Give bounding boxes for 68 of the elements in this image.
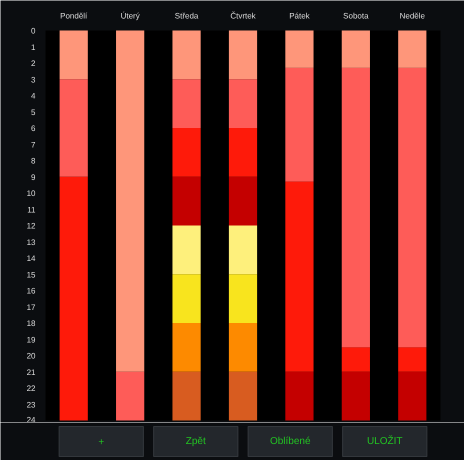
y-tick-label: 1 <box>31 42 36 52</box>
bar <box>228 128 258 177</box>
y-tick-label: 7 <box>31 140 36 150</box>
bar <box>398 68 426 348</box>
bar <box>228 274 258 323</box>
text: ULOŽIT <box>366 435 403 447</box>
bar <box>172 79 201 128</box>
text: + <box>98 437 104 448</box>
x-tick-label: Středa <box>174 12 199 20</box>
bar <box>60 30 88 80</box>
bar <box>60 176 88 420</box>
bar <box>342 347 370 372</box>
y-tick-label: 18 <box>26 319 36 328</box>
text: Zpět <box>186 436 206 447</box>
x-tick-label: Čtvrtek <box>230 12 257 20</box>
y-tick-label: 5 <box>31 108 36 117</box>
text: Oblíbené <box>270 436 311 447</box>
y-tick-label: 4 <box>31 92 36 100</box>
y-tick-label: 9 <box>31 172 36 182</box>
y-tick-label: 23 <box>26 400 36 410</box>
bar <box>172 226 201 274</box>
bar <box>398 372 426 420</box>
y-tick-label: 8 <box>31 156 36 166</box>
x-tick-label: Sobota <box>343 12 370 20</box>
y-tick-label: 20 <box>26 352 36 360</box>
y-tick-label: 0 <box>31 26 36 36</box>
bar <box>172 323 201 372</box>
bar <box>228 30 258 80</box>
bar <box>172 372 201 420</box>
bar <box>172 30 201 80</box>
bar <box>228 372 258 420</box>
y-tick-label: 3 <box>31 75 36 84</box>
bar <box>285 372 314 420</box>
y-tick-label: 17 <box>26 302 36 312</box>
y-tick-label: 10 <box>26 189 36 198</box>
bar <box>228 79 258 128</box>
bar <box>228 176 258 226</box>
y-tick-label: 11 <box>27 205 36 214</box>
bar <box>60 79 88 177</box>
y-tick-label: 16 <box>26 286 36 296</box>
bar <box>342 372 370 420</box>
x-tick-label: Pátek <box>289 12 311 20</box>
bar <box>228 323 258 372</box>
bar <box>398 347 426 372</box>
bar <box>116 30 144 372</box>
x-tick-label: Neděle <box>400 12 426 20</box>
bar <box>285 182 314 372</box>
bar <box>172 274 201 323</box>
y-tick-label: 19 <box>26 335 36 344</box>
bar <box>172 176 201 226</box>
x-tick-label: Úterý <box>120 12 140 20</box>
bar <box>285 68 314 182</box>
bar <box>228 226 258 274</box>
bar <box>398 30 426 68</box>
y-tick-label: 15 <box>26 270 36 280</box>
y-tick-label: 22 <box>26 384 36 393</box>
bar <box>342 68 370 348</box>
bar <box>172 128 201 177</box>
bar <box>116 372 144 420</box>
y-tick-label: 12 <box>26 222 36 230</box>
x-tick-label: Pondělí <box>60 12 88 20</box>
y-tick-label: 14 <box>26 254 36 263</box>
y-tick-label: 2 <box>31 59 36 68</box>
bar <box>342 30 370 68</box>
y-tick-label: 21 <box>26 368 36 377</box>
y-tick-label: 13 <box>26 238 36 247</box>
bar <box>285 30 314 68</box>
y-tick-label: 6 <box>31 124 36 133</box>
